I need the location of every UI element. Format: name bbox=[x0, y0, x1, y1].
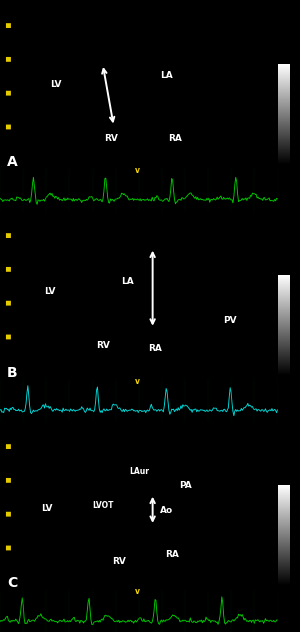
Text: RV: RV bbox=[104, 134, 118, 143]
Text: LV: LV bbox=[50, 80, 61, 88]
Text: LA: LA bbox=[121, 277, 134, 286]
Text: RA: RA bbox=[168, 134, 182, 143]
Text: B: B bbox=[7, 366, 18, 380]
Text: Ao: Ao bbox=[160, 506, 173, 515]
Text: LV: LV bbox=[41, 504, 53, 513]
Text: RA: RA bbox=[148, 344, 162, 353]
Text: C: C bbox=[7, 576, 17, 590]
Text: A: A bbox=[7, 155, 18, 169]
Text: LVOT: LVOT bbox=[92, 501, 113, 510]
Text: PA: PA bbox=[179, 481, 192, 490]
Text: v: v bbox=[135, 166, 140, 175]
Text: RV: RV bbox=[96, 341, 110, 350]
Text: PV: PV bbox=[224, 316, 237, 325]
Text: RA: RA bbox=[165, 550, 179, 559]
Text: v: v bbox=[135, 377, 140, 386]
Text: RV: RV bbox=[112, 557, 126, 566]
Text: LV: LV bbox=[44, 287, 56, 296]
Text: LAur: LAur bbox=[129, 468, 149, 477]
Text: LA: LA bbox=[160, 71, 173, 80]
Text: v: v bbox=[135, 587, 140, 597]
